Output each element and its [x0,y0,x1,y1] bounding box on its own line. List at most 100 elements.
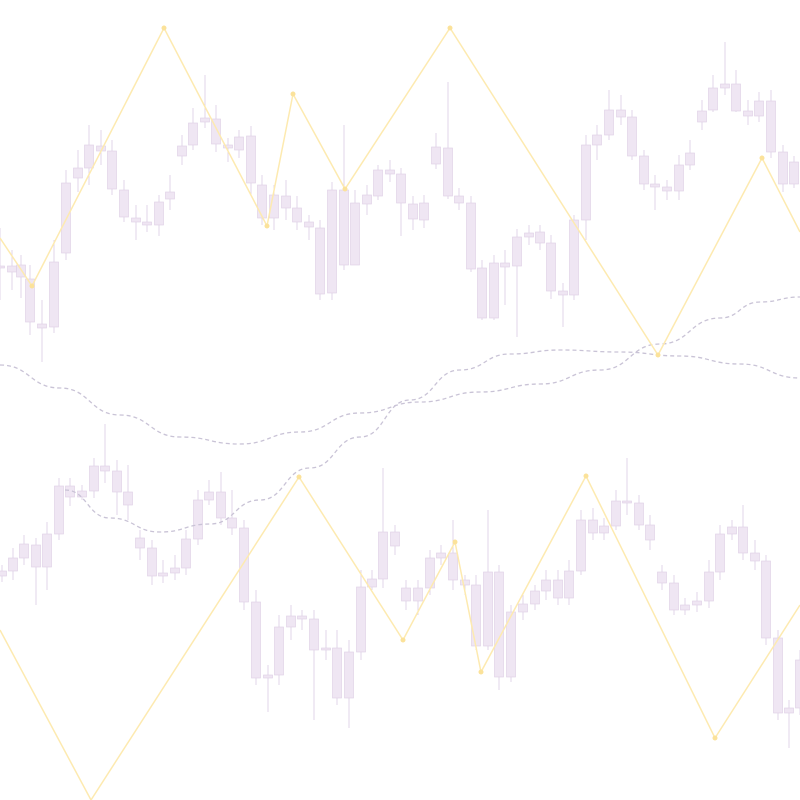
candlestick [685,140,695,170]
candlestick [246,126,256,195]
lower-zigzag [0,473,800,800]
candlestick [506,605,516,682]
dashed-curve-b [64,349,800,533]
candle-body [309,618,319,651]
candle-body [639,155,649,185]
candle-body [524,232,534,238]
candle-body [89,465,99,492]
candlestick [135,530,145,560]
candlestick [170,555,180,580]
candlestick [181,530,191,575]
candle-body [669,582,679,611]
zigzag-node [712,735,718,741]
candlestick [321,630,331,660]
candlestick [165,175,175,210]
candle-body [704,571,714,602]
candle-body [0,570,7,577]
candlestick [413,580,423,615]
candle-body [500,262,510,268]
candlestick [204,480,214,505]
candlestick [327,182,337,300]
candle-body [431,146,441,165]
candlestick [77,485,87,500]
candlestick [37,300,47,362]
candlestick [147,540,157,585]
candlestick [54,478,64,540]
candlestick [100,424,110,483]
candle-body [541,579,551,592]
candlestick [795,650,800,715]
candle-body [581,144,591,221]
candle-body [263,674,273,679]
candlestick [773,630,783,720]
candlestick [650,175,660,210]
candlestick [112,460,122,515]
candle-body [564,570,574,599]
candle-body [466,202,476,270]
candlestick [119,180,129,222]
candle-body [530,590,540,605]
zigzag-node [447,25,453,31]
zigzag-node [296,474,302,480]
candle-body [738,526,748,554]
candle-body [494,571,504,678]
candle-body [674,164,684,192]
candlestick [304,215,314,240]
candle-body [569,219,579,296]
candlestick [546,235,556,299]
candlestick [576,510,586,575]
candlestick [19,535,29,565]
candlestick [604,90,614,140]
candle-body [477,267,487,319]
candle-body [680,604,690,611]
zigzag-node [264,223,270,229]
candle-body [165,191,175,200]
candle-body [42,533,52,568]
candlestick [592,125,602,160]
candle-body [327,189,337,294]
candle-body [419,202,429,221]
candlestick [494,565,504,690]
candle-body [257,184,267,219]
candlestick [581,135,591,240]
candlestick [727,520,737,540]
candlestick [518,595,528,620]
candle-body [304,221,314,228]
candlestick [715,525,725,580]
candlestick [73,150,83,192]
candlestick [332,630,342,705]
candle-body [286,615,296,628]
candle-body [697,110,707,123]
candlestick [471,575,481,650]
candle-body [223,144,233,149]
candle-body [170,567,180,574]
candle-body [708,87,718,111]
candle-body [401,587,411,602]
candle-body [645,524,655,541]
candlestick [500,250,510,305]
candlestick [344,640,354,728]
candle-body [784,707,794,714]
candle-body [413,587,423,602]
lower-candlesticks [0,424,800,748]
dashed-curve-a [0,296,800,445]
candlestick [251,590,261,685]
candle-body [611,500,621,527]
candlestick [454,188,464,210]
candle-body [49,261,59,328]
candle-body [131,217,141,223]
zigzag-node [655,352,661,358]
candle-body [31,544,41,568]
candlestick [761,555,771,645]
candle-body [119,189,129,218]
candlestick [489,255,499,320]
candlestick [378,468,388,588]
candlestick [564,560,574,605]
zigzag-node [452,539,458,545]
candle-body [193,499,203,540]
candlestick [431,133,441,169]
candlestick [16,255,26,298]
candlestick [674,155,684,200]
zigzag-node [478,669,484,675]
candle-body [622,500,632,504]
